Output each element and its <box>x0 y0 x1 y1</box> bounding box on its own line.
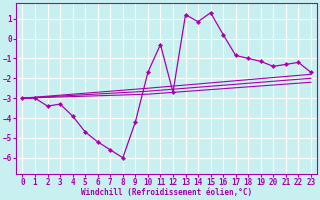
X-axis label: Windchill (Refroidissement éolien,°C): Windchill (Refroidissement éolien,°C) <box>81 188 252 197</box>
